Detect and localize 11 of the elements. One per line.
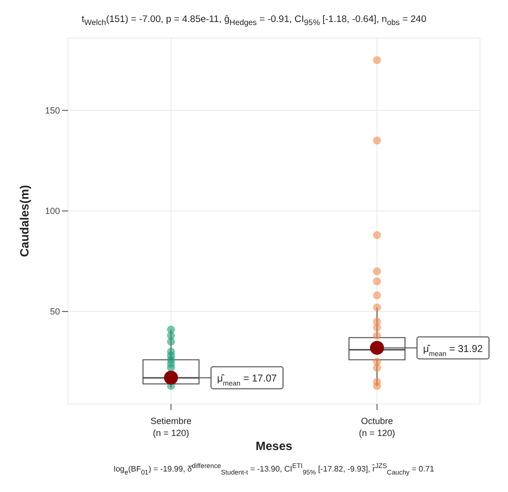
chart-title: t$_{Welch}$(151) = -7.00, p = 4.85e-11, ĝ$_{Hedges}$ = -0.91, CI$_{95%}$ [-1.18, -0.64], n$_{obs}$ = 240 [82,14,426,27]
data-label: μ̂$_{mean}$ = 17.07 [217,374,278,388]
y-axis-title: Caudales(m) [17,184,32,258]
y-tick-label: 150 [44,106,60,116]
y-tick-label: 100 [44,206,60,216]
data-label: μ̂$_{mean}$ = 31.92 [423,344,484,358]
x-axis-title: Meses [256,439,293,453]
text: log$_{e}$(BF$_{01}$) = -19.99, δ̂$^{difference}$$_{Student-t}$ = -13.90, CI$^{ETI}$$_{95%}$ [-17.82, -9.93], r̂$^{JZS}$$_{Cauchy}$ = 0.71 [114,463,434,476]
x-tick-label: Octubre (n = 120) [358,416,396,438]
x-tick-label: Setiembre (n = 120) [150,416,192,438]
y-tick-label: 50 [50,306,60,317]
